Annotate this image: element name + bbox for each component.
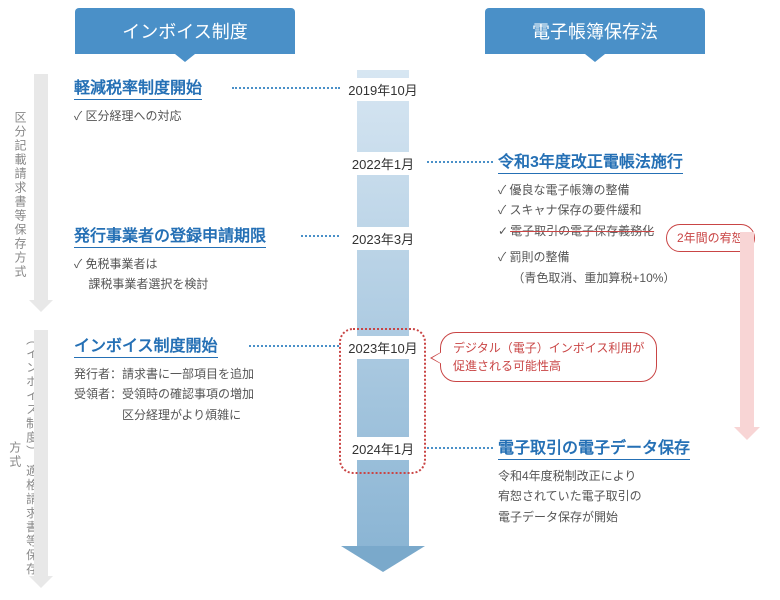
pink-arrow — [740, 232, 754, 428]
date-2019-10: 2019年10月 — [343, 78, 423, 101]
event-detail-line: スキャナ保存の要件緩和 — [498, 200, 768, 220]
header-tab-invoice: インボイス制度 — [75, 8, 295, 54]
right-event-2: 電子取引の電子データ保存 令和4年度税制改正により 宥恕されていた電子取引の 電… — [498, 434, 768, 527]
side-arrow-top — [34, 74, 48, 302]
event-detail-line: 免税事業者は — [74, 254, 321, 274]
event-title: 発行事業者の登録申請期限 — [74, 222, 266, 248]
side-arrow-bottom — [34, 330, 48, 578]
event-detail-line: 受領者：受領時の確認事項の増加 — [74, 384, 329, 404]
callout-line: 促進される可能性高 — [453, 357, 644, 375]
event-detail-line: 宥恕されていた電子取引の — [498, 486, 768, 506]
date-2023-03: 2023年3月 — [343, 227, 423, 250]
event-detail-line: 発行者：請求書に一部項目を追加 — [74, 364, 329, 384]
event-title: インボイス制度開始 — [74, 332, 218, 358]
left-event-1: 軽減税率制度開始 区分経理への対応 — [74, 74, 321, 126]
event-detail-line: （青色取消、重加算税+10%） — [498, 268, 768, 288]
event-detail-line: 区分経理への対応 — [74, 106, 321, 126]
event-detail-line: 電子データ保存が開始 — [498, 507, 768, 527]
left-event-2: 発行事業者の登録申請期限 免税事業者は 課税事業者選択を検討 — [74, 222, 321, 295]
date-2023-10: 2023年10月 — [343, 336, 423, 359]
right-event-1: 令和3年度改正電帳法施行 優良な電子帳簿の整備 スキャナ保存の要件緩和 ✓電子取… — [498, 148, 768, 288]
vertical-label-top: 区分記載請求書等保存方式 — [12, 88, 29, 302]
left-event-3: インボイス制度開始 発行者：請求書に一部項目を追加 受領者：受領時の確認事項の増… — [74, 332, 329, 425]
connector — [427, 161, 493, 163]
header-tab-edoc: 電子帳簿保存法 — [485, 8, 705, 54]
event-title: 令和3年度改正電帳法施行 — [498, 148, 683, 174]
event-detail-line: 区分経理がより煩雑に — [74, 405, 329, 425]
callout-line: デジタル（電子）インボイス利用が — [453, 339, 644, 357]
event-title: 電子取引の電子データ保存 — [498, 434, 690, 460]
center-timeline-arrow — [357, 70, 409, 548]
event-title: 軽減税率制度開始 — [74, 74, 202, 100]
callout-digital-invoice: デジタル（電子）インボイス利用が 促進される可能性高 — [440, 332, 657, 382]
event-detail-line: 優良な電子帳簿の整備 — [498, 180, 768, 200]
date-2022-01: 2022年1月 — [343, 152, 423, 175]
event-detail-line: 課税事業者選択を検討 — [74, 274, 321, 294]
date-2024-01: 2024年1月 — [343, 437, 423, 460]
connector — [427, 447, 493, 449]
event-detail-line: 令和4年度税制改正により — [498, 466, 768, 486]
